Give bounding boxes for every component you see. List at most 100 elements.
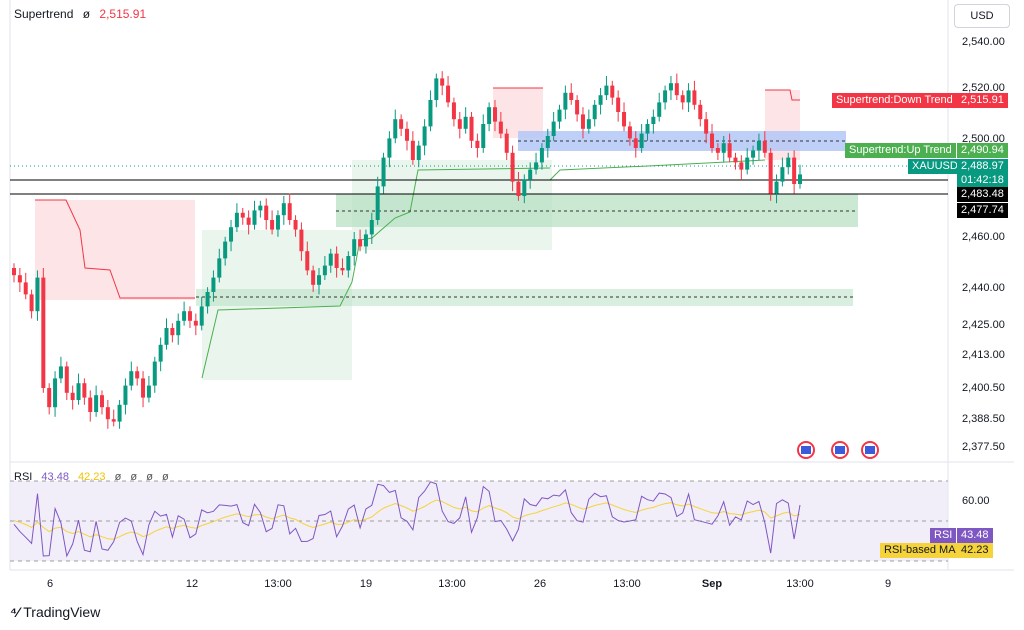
indicator-value: 2,515.91: [99, 7, 147, 21]
candle-body: [756, 140, 761, 151]
rsi-ma-tag-label: RSI-based MA: [880, 543, 960, 558]
candle-body: [47, 388, 52, 408]
time-label: 6: [46, 578, 54, 590]
candle-body: [322, 265, 327, 276]
rsi-param: ø: [130, 471, 138, 483]
candle-body: [510, 152, 515, 182]
candle-body: [780, 167, 785, 182]
candle-body: [252, 210, 257, 225]
candle-body: [129, 371, 134, 386]
candle-body: [534, 162, 539, 170]
candle-body: [727, 143, 732, 158]
candle-body: [569, 92, 574, 100]
candle-body: [41, 277, 46, 388]
candle-body: [299, 229, 304, 252]
supertrend-legend[interactable]: Supertrend ø 2,515.91: [14, 7, 146, 21]
candle-body: [229, 227, 234, 242]
supertrend-up-value: 2,490.94: [957, 143, 1008, 158]
candle-body: [105, 407, 110, 420]
candle-body: [446, 85, 451, 103]
rsi-tick: 60.00: [962, 495, 990, 507]
candle-body: [369, 220, 374, 235]
candle-body: [674, 83, 679, 96]
candle-body: [281, 203, 286, 216]
candle-body: [604, 85, 609, 96]
time-label: 13:00: [786, 578, 814, 590]
candle-body: [792, 157, 797, 184]
rsi-legend[interactable]: RSI 43.48 42.23 ø ø ø ø: [14, 471, 169, 483]
supertrend-down-line: [35, 199, 195, 299]
candle-body: [639, 133, 644, 148]
candle-body: [258, 205, 263, 211]
candle-body: [182, 311, 187, 321]
candle-body: [58, 366, 63, 379]
candle-body: [94, 395, 99, 412]
time-label: 13:00: [438, 578, 466, 590]
time-label: 13:00: [613, 578, 641, 590]
candle-body: [164, 328, 169, 345]
time-label: Sep: [701, 578, 723, 590]
price-tick: 2,425.00: [962, 319, 1005, 331]
candle-body: [287, 203, 292, 220]
currency-button[interactable]: USD: [954, 4, 1010, 28]
candle-body: [305, 251, 310, 271]
candle-body: [680, 95, 685, 103]
candle-body: [768, 152, 773, 194]
time-label: 26: [533, 578, 547, 590]
candle-body: [528, 169, 533, 180]
candle-body: [275, 215, 280, 230]
candle-body: [663, 90, 668, 103]
candle-body: [751, 150, 756, 158]
candle-body: [375, 186, 380, 220]
price-tick: 2,520.00: [962, 82, 1005, 94]
candle-body: [633, 138, 638, 148]
time-label: 19: [359, 578, 373, 590]
candle-body: [416, 145, 421, 160]
candle-body: [99, 395, 104, 408]
supertrend-down-label: Supertrend:Down Trend: [832, 93, 957, 108]
rsi-param: ø: [161, 471, 169, 483]
candle-body: [715, 148, 720, 153]
candle-body: [23, 282, 28, 295]
brand-name: TradingView: [23, 604, 101, 620]
candle-body: [240, 212, 245, 218]
candle-body: [551, 121, 556, 136]
candle-body: [205, 292, 210, 307]
time-label: 13:00: [264, 578, 292, 590]
candle-body: [381, 157, 386, 187]
candle-body: [123, 385, 128, 405]
tradingview-logo[interactable]: ⁴⁄ TradingView: [10, 604, 100, 620]
candle-body: [762, 140, 767, 153]
candle-body: [135, 371, 140, 379]
candle-body: [692, 90, 697, 105]
time-label: 9: [884, 578, 892, 590]
candle-body: [598, 95, 603, 105]
candle-body: [586, 119, 591, 129]
price-tick: 2,460.00: [962, 231, 1005, 243]
candle-body: [111, 419, 116, 422]
candle-body: [645, 124, 650, 134]
candle-body: [158, 344, 163, 362]
candle-body: [668, 83, 673, 91]
candle-body: [422, 126, 427, 146]
candle-body: [563, 92, 568, 110]
candle-body: [346, 256, 351, 271]
candle-body: [739, 162, 744, 170]
candle-body: [451, 102, 456, 120]
candle-body: [170, 328, 175, 336]
candle-body: [17, 275, 22, 283]
candle-body: [352, 239, 357, 256]
candle-body: [733, 157, 738, 163]
rsi-ma-value: 42.23: [78, 471, 106, 483]
candle-body: [516, 181, 521, 196]
candle-body: [176, 320, 181, 336]
indicator-name: Supertrend: [14, 7, 74, 21]
candle-body: [363, 234, 368, 247]
candle-body: [522, 179, 527, 196]
candle-body: [721, 143, 726, 153]
rsi-ma-tag-value: 42.23: [957, 543, 993, 558]
price-tick: 2,400.50: [962, 382, 1005, 394]
candle-body: [627, 126, 632, 139]
candle-body: [434, 78, 439, 100]
candle-body: [704, 119, 709, 134]
